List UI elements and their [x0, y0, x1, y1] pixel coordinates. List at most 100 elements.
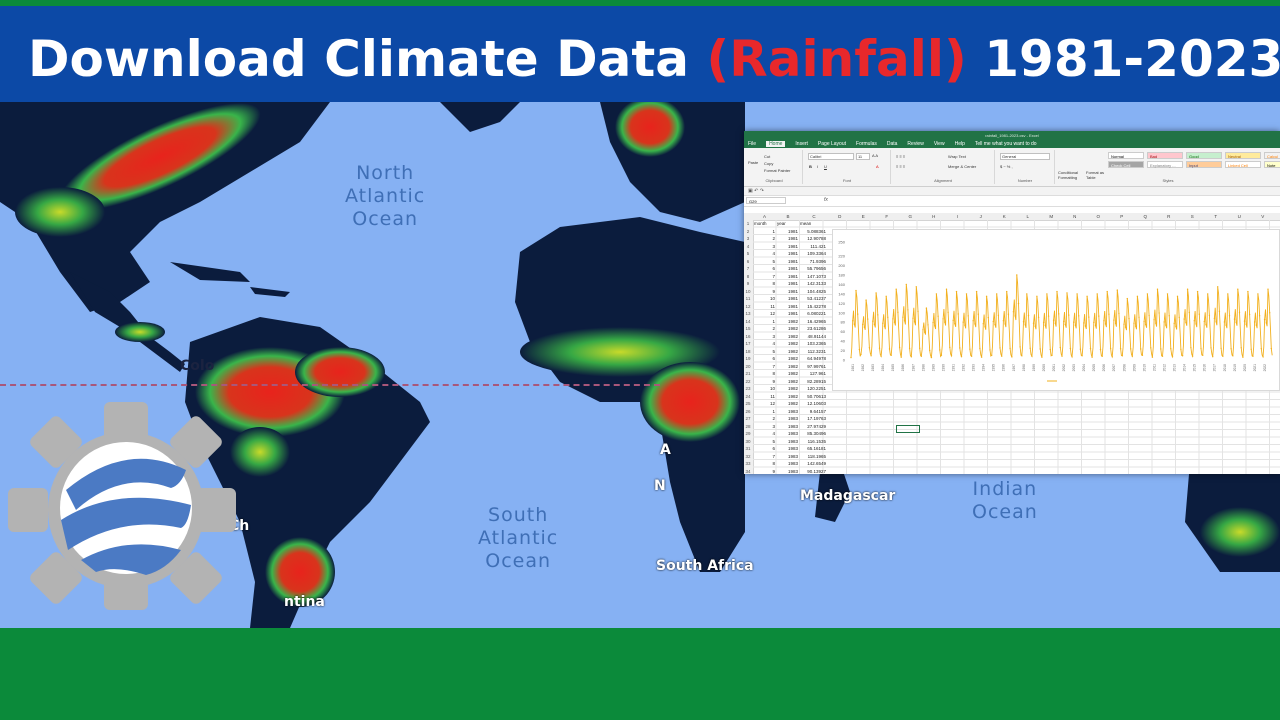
copy-button[interactable]: Copy	[764, 161, 774, 166]
column-header[interactable]: O	[1096, 214, 1100, 219]
tell-me-search[interactable]: Tell me what you want to do	[974, 141, 1037, 147]
table-row: 23 10 1982 120.2251	[744, 385, 832, 393]
underline-button[interactable]: U	[824, 164, 827, 169]
table-cell: 112.3231	[807, 348, 826, 354]
menu-view[interactable]: View	[933, 141, 945, 147]
column-header[interactable]: J	[979, 214, 982, 219]
cell-style-4[interactable]: Calcul	[1264, 152, 1280, 159]
cut-button[interactable]: Cut	[764, 154, 771, 159]
column-header[interactable]: U	[1237, 214, 1241, 219]
indian-ocean-label: Indian Ocean	[972, 478, 1038, 523]
column-header[interactable]: L	[1026, 214, 1029, 219]
cell-style-9[interactable]: Note	[1264, 161, 1280, 168]
cell-style-5[interactable]: Check Cell	[1108, 161, 1144, 168]
column-header[interactable]: K	[1002, 214, 1006, 219]
align-left-icon[interactable]: ≡ ≡ ≡	[896, 164, 906, 169]
menu-file[interactable]: File	[748, 141, 757, 147]
currency-button[interactable]: $ ~ % ,	[1000, 164, 1013, 169]
cell-style-1[interactable]: Bad	[1147, 152, 1183, 159]
table-cell: 11	[770, 303, 775, 309]
table-cell: 9.64157	[809, 408, 826, 414]
row-number: 10	[745, 288, 751, 294]
data-point	[1041, 356, 1043, 358]
selected-cell[interactable]	[896, 425, 920, 433]
column-header[interactable]: N	[1073, 214, 1077, 219]
paste-button[interactable]: Paste	[748, 160, 759, 165]
menu-home[interactable]: Home	[766, 141, 786, 147]
column-header[interactable]: C	[812, 214, 816, 219]
column-header[interactable]: P	[1120, 214, 1124, 219]
merge-center-button[interactable]: Merge & Center	[948, 164, 977, 169]
data-point	[969, 348, 971, 350]
column-header[interactable]: Q	[1143, 214, 1147, 219]
table-cell: 1982	[787, 363, 798, 369]
column-header[interactable]: A	[762, 214, 766, 219]
column-header[interactable]: E	[861, 214, 865, 219]
column-header[interactable]: D	[838, 214, 842, 219]
title-highlight: (Rainfall)	[706, 30, 967, 88]
data-point	[937, 315, 939, 317]
column-header[interactable]: S	[1190, 214, 1194, 219]
table-cell: 6	[772, 266, 775, 271]
table-cell: 1982	[787, 341, 798, 346]
menu-help[interactable]: Help	[954, 141, 965, 147]
data-point	[1235, 321, 1237, 324]
bold-button[interactable]: B	[809, 164, 812, 169]
menu-data[interactable]: Data	[886, 141, 898, 147]
data-point	[929, 349, 931, 352]
column-header[interactable]: B	[786, 214, 790, 219]
rainfall-chart[interactable]: 0 20 40 60 80 100 120 140 160 180 200 220 250 1981 198…	[832, 229, 1280, 391]
save-icon[interactable]: ▣	[748, 188, 753, 194]
column-header[interactable]: I	[956, 214, 958, 219]
cell-style-0[interactable]: Normal	[1108, 152, 1144, 159]
row-number: 33	[745, 461, 751, 466]
column-header[interactable]: T	[1214, 214, 1218, 219]
font-color-button[interactable]: A	[876, 164, 879, 169]
conditional-formatting-button[interactable]: Conditional Formatting	[1058, 170, 1079, 180]
font-name-select[interactable]: Calibri	[808, 153, 854, 160]
grow-font-button[interactable]: A A	[872, 153, 879, 158]
wrap-text-button[interactable]: Wrap Text	[948, 154, 966, 159]
row-number: 14	[745, 318, 751, 324]
data-point	[935, 293, 938, 295]
x-tick-label: 2017	[1213, 364, 1217, 372]
cell-style-7[interactable]: Input	[1186, 161, 1222, 168]
row-number: 30	[745, 438, 751, 444]
cell-style-2[interactable]: Good	[1186, 152, 1222, 159]
data-point	[1076, 293, 1078, 295]
column-header[interactable]: F	[885, 214, 889, 219]
column-header[interactable]: H	[932, 214, 936, 219]
column-header[interactable]: R	[1167, 214, 1171, 219]
align-top-icon[interactable]: ≡ ≡ ≡	[896, 154, 906, 159]
menu-insert[interactable]: Insert	[795, 141, 808, 147]
data-point	[1218, 310, 1221, 312]
redo-icon[interactable]: ↷	[759, 188, 764, 194]
row-number: 21	[745, 371, 751, 376]
column-header[interactable]: G	[908, 214, 912, 219]
menu-formulas[interactable]: Formulas	[856, 141, 877, 147]
table-row: 12 11 1981 15.42278	[744, 303, 832, 311]
cell-style-6[interactable]: Explanatory ...	[1147, 161, 1183, 168]
format-painter-button[interactable]: Format Painter	[764, 168, 791, 173]
name-box[interactable]: G29	[746, 197, 786, 204]
row-number: 19	[745, 356, 751, 361]
cell-style-8[interactable]: Linked Cell	[1225, 161, 1261, 168]
column-header[interactable]: M	[1049, 214, 1054, 219]
x-tick-label: 2000	[1042, 364, 1046, 372]
format-as-table-button[interactable]: Format as Table	[1086, 170, 1105, 180]
fx-button[interactable]: fx	[824, 197, 828, 203]
table-row: 6 5 1981 71.9396	[744, 258, 832, 266]
undo-icon[interactable]: ↶	[754, 188, 759, 194]
font-size-select[interactable]: 11	[856, 153, 870, 160]
column-header[interactable]: V	[1261, 214, 1265, 219]
colombia-label: Colo	[180, 358, 215, 374]
table-cell: 8	[772, 371, 775, 376]
data-point	[930, 356, 933, 359]
menu-review[interactable]: Review	[907, 141, 924, 147]
x-tick-label: 2013	[1173, 364, 1177, 372]
number-format-select[interactable]: General	[1000, 153, 1050, 160]
menu-page-layout[interactable]: Page Layout	[817, 141, 847, 147]
italic-button[interactable]: I	[817, 164, 819, 169]
cell-style-3[interactable]: Neutral	[1225, 152, 1261, 159]
data-point	[1066, 292, 1068, 294]
